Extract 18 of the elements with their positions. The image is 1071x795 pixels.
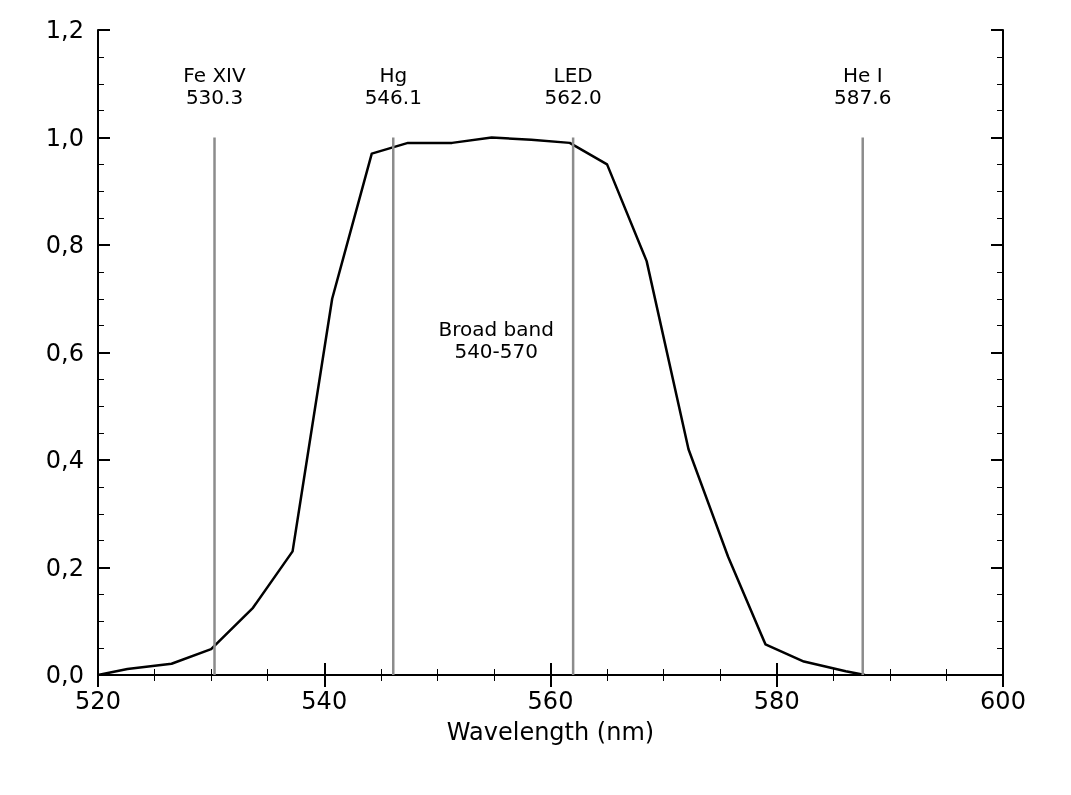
y-tick-label: 0,6 xyxy=(45,338,84,367)
y-tick-label: 1,0 xyxy=(45,123,84,152)
x-tick-label: 560 xyxy=(527,687,574,715)
y-tick-label: 0,2 xyxy=(45,553,84,582)
x-tick-label: 540 xyxy=(301,687,348,715)
annotation: Hg 546.1 xyxy=(364,62,422,109)
annotation: Fe XIV 530.3 xyxy=(183,62,247,109)
x-tick-label: 520 xyxy=(75,687,121,715)
annotation: Broad band 540-570 xyxy=(438,316,554,363)
y-tick-label: 0,0 xyxy=(45,661,84,689)
x-axis-title: Wavelength (nm) xyxy=(446,718,655,746)
x-tick-label: 580 xyxy=(753,687,800,715)
y-tick-label: 0,4 xyxy=(45,446,84,474)
annotation: He I 587.6 xyxy=(834,62,892,109)
annotation: LED 562.0 xyxy=(544,62,602,109)
y-tick-label: 0,8 xyxy=(45,231,84,259)
x-tick-label: 600 xyxy=(980,687,1026,715)
y-tick-label: 1,2 xyxy=(45,16,84,44)
